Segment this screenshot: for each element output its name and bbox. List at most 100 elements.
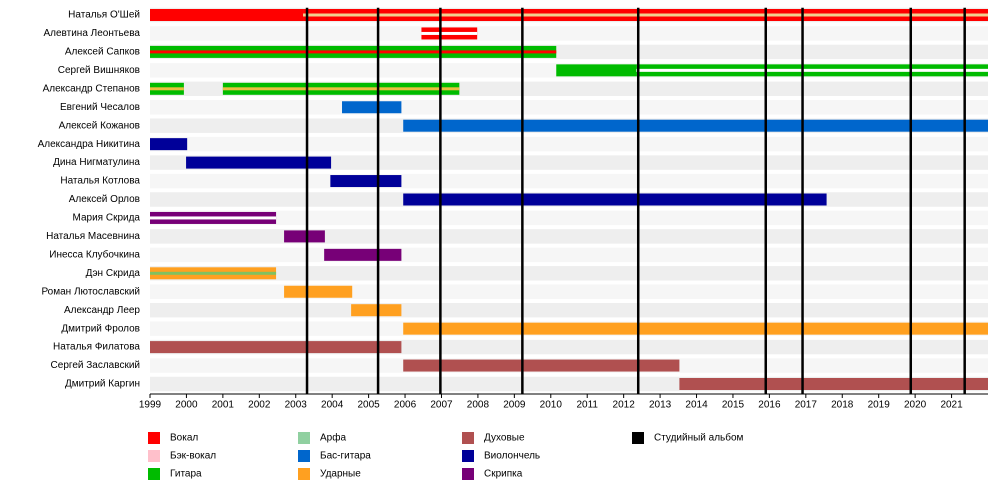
x-tick-label: 2009 <box>503 400 526 411</box>
legend-swatch <box>462 468 474 480</box>
x-tick-label: 2014 <box>685 400 708 411</box>
legend-label: Арфа <box>320 432 346 444</box>
period-stripe <box>150 50 557 54</box>
row-label: Роман Лютославский <box>41 286 140 297</box>
row-label: Александр Леер <box>64 305 140 316</box>
row-band <box>150 100 988 115</box>
row-band <box>150 210 988 226</box>
period-bar <box>556 64 637 77</box>
x-tick-label: 2017 <box>795 400 818 411</box>
period-bar <box>150 9 304 21</box>
x-tick-label: 2008 <box>467 400 490 411</box>
row-label: Сергей Заславский <box>51 360 140 371</box>
x-tick-label: 2010 <box>540 400 563 411</box>
period-bar <box>324 248 402 261</box>
period-stripe <box>636 68 988 72</box>
legend-swatch <box>298 432 310 444</box>
row-label: Евгений Чесалов <box>60 102 140 113</box>
x-tick-label: 2021 <box>940 400 963 411</box>
row-band <box>150 136 988 152</box>
row-band <box>150 229 988 244</box>
row-label: Александра Никитина <box>38 139 141 150</box>
x-tick-label: 2012 <box>613 400 636 411</box>
row-label: Сергей Вишняков <box>58 65 140 76</box>
row-band <box>150 26 988 41</box>
legend-swatch <box>148 432 160 444</box>
row-label: Мария Скрида <box>73 213 141 224</box>
row-label: Алексей Кожанов <box>59 120 140 131</box>
row-label: Дмитрий Фролов <box>61 323 140 334</box>
legend-label: Ударные <box>320 469 361 480</box>
x-tick-label: 2018 <box>831 400 854 411</box>
legend-label: Духовые <box>484 433 525 444</box>
x-tick-label: 2000 <box>175 400 198 411</box>
row-band <box>150 247 988 263</box>
period-stripe <box>150 271 277 275</box>
period-stripe <box>150 87 184 91</box>
legend-swatch <box>148 450 160 462</box>
period-stripe <box>222 87 460 91</box>
period-bar <box>186 156 332 169</box>
period-bar <box>150 138 188 151</box>
period-bar <box>284 230 325 243</box>
legend-swatch <box>462 432 474 444</box>
x-tick-label: 2007 <box>430 400 453 411</box>
legend-label: Бас-гитара <box>320 451 371 462</box>
period-bar <box>403 322 988 335</box>
period-bar <box>403 359 680 372</box>
row-band <box>150 173 988 189</box>
legend-label: Гитара <box>170 469 202 480</box>
legend-swatch <box>298 468 310 480</box>
row-label: Дина Нигматулина <box>53 157 140 168</box>
x-tick-label: 2015 <box>722 400 745 411</box>
legend-swatch <box>298 450 310 462</box>
period-bar <box>679 378 988 390</box>
legend-label: Скрипка <box>484 469 523 480</box>
row-label: Алексей Орлов <box>69 194 140 205</box>
x-tick-label: 1999 <box>139 400 162 411</box>
row-label: Наталья Филатова <box>53 342 140 353</box>
x-tick-label: 2011 <box>576 400 598 411</box>
row-band <box>150 266 988 281</box>
x-tick-label: 2001 <box>212 400 235 411</box>
x-tick-label: 2005 <box>357 400 380 411</box>
x-tick-label: 2002 <box>248 400 271 411</box>
row-label: Наталья Котлова <box>60 176 140 187</box>
legend-label: Студийный альбом <box>654 432 744 444</box>
row-label: Александр Степанов <box>43 83 140 94</box>
period-bar <box>284 285 353 298</box>
x-tick-label: 2004 <box>321 400 344 411</box>
x-tick-label: 2020 <box>904 400 927 411</box>
row-band <box>150 155 988 170</box>
row-band <box>150 302 988 318</box>
period-bar <box>342 101 402 114</box>
row-band <box>150 284 988 299</box>
legend-label: Вокал <box>170 433 198 444</box>
legend-label: Виолончель <box>484 451 540 462</box>
period-stripe <box>421 31 478 35</box>
row-label: Дэн Скрида <box>86 268 141 279</box>
period-stripe <box>150 216 277 220</box>
period-bar <box>403 119 988 132</box>
row-label: Алевтина Леонтьева <box>43 28 140 39</box>
legend-swatch <box>632 432 644 444</box>
legend-swatch <box>462 450 474 462</box>
row-label: Наталья Масевнина <box>46 231 140 242</box>
x-tick-label: 2016 <box>758 400 781 411</box>
x-tick-label: 2003 <box>285 400 308 411</box>
x-tick-label: 2006 <box>394 400 417 411</box>
legend-swatch <box>148 468 160 480</box>
row-label: Дмитрий Каргин <box>65 379 140 390</box>
x-tick-label: 2019 <box>868 400 891 411</box>
period-bar <box>403 193 827 206</box>
legend-label: Бэк-вокал <box>170 451 216 462</box>
period-bar <box>150 341 402 354</box>
x-tick-label: 2013 <box>649 400 672 411</box>
row-label: Алексей Сапков <box>65 47 140 58</box>
row-label: Инесса Клубочкина <box>49 248 140 260</box>
row-label: Наталья О'Шей <box>68 10 140 21</box>
period-bar <box>330 175 402 188</box>
period-stripe <box>303 13 988 17</box>
period-bar <box>351 304 402 317</box>
